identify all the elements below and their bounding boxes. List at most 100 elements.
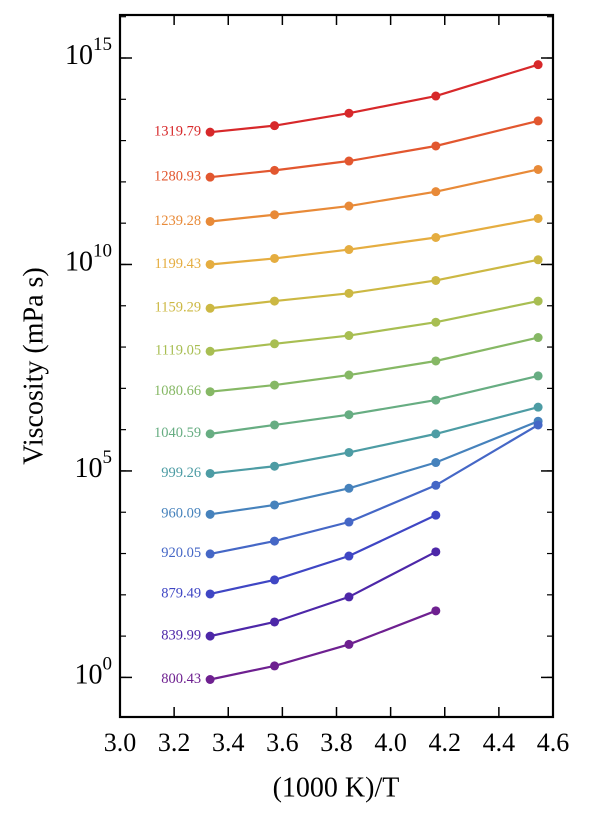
data-point [205, 259, 215, 269]
data-point [270, 253, 280, 263]
data-point [344, 639, 354, 649]
series-line [209, 609, 437, 681]
data-point [270, 165, 280, 175]
data-point [344, 201, 354, 211]
data-point [344, 156, 354, 166]
series-label: 1199.43 [155, 256, 202, 272]
x-tick-label: 4.0 [374, 728, 407, 757]
x-tick-label: 3.8 [320, 728, 353, 757]
data-point [431, 317, 441, 327]
series-line [210, 119, 539, 179]
data-point [205, 303, 215, 313]
series-line [210, 168, 539, 223]
series-line [209, 374, 539, 435]
data-point [344, 331, 354, 341]
data-point [533, 402, 543, 412]
data-point [533, 296, 543, 306]
data-point [431, 547, 441, 557]
data-point [270, 380, 280, 390]
x-tick-label: 4.6 [537, 728, 570, 757]
data-point [431, 510, 441, 520]
data-point [344, 483, 354, 493]
data-point [205, 468, 215, 478]
data-point [431, 606, 441, 616]
data-point [205, 346, 215, 356]
data-point [344, 370, 354, 380]
data-point [270, 575, 280, 585]
data-point [533, 213, 543, 223]
data-point [205, 216, 215, 226]
data-point [431, 141, 441, 151]
data-point [431, 429, 441, 439]
data-point [344, 410, 354, 420]
series-label: 999.26 [161, 465, 201, 481]
series-label: 920.05 [161, 545, 201, 561]
x-axis-label: (1000 K)/T [273, 772, 400, 803]
x-tick-label: 3.6 [266, 728, 299, 757]
data-point [431, 187, 441, 197]
data-point [344, 517, 354, 527]
data-point [205, 509, 215, 519]
data-point [533, 371, 543, 381]
series-line [209, 423, 539, 555]
data-point [344, 245, 354, 255]
x-tick-label: 3.2 [158, 728, 191, 757]
y-tick-label: 100 [75, 654, 113, 691]
data-point [270, 500, 280, 510]
data-point [344, 592, 354, 602]
data-point [205, 127, 215, 137]
data-point [533, 164, 543, 174]
series-line [209, 299, 539, 353]
x-tick-label: 4.4 [483, 728, 516, 757]
y-tick-label: 105 [75, 447, 113, 484]
data-point [270, 536, 280, 546]
series-line [210, 217, 539, 266]
data-point [270, 661, 280, 671]
data-point [205, 589, 215, 599]
series-line [209, 514, 437, 596]
series-line [209, 550, 437, 638]
data-point [533, 60, 543, 70]
data-point [533, 420, 543, 430]
series-label: 1159.29 [155, 300, 202, 316]
data-point [270, 210, 280, 220]
data-point [344, 288, 354, 298]
data-point [270, 296, 280, 306]
series-label: 1239.28 [154, 213, 201, 229]
x-tick-label: 4.2 [429, 728, 462, 757]
data-point [205, 675, 215, 685]
y-tick-label: 1015 [65, 34, 112, 71]
data-point [270, 339, 280, 349]
x-tick-label: 3.0 [104, 728, 137, 757]
data-point [205, 172, 215, 182]
data-point [431, 356, 441, 366]
series-label: 800.43 [161, 671, 201, 687]
series-line [210, 63, 539, 134]
series-label: 1119.05 [155, 343, 201, 359]
data-point [205, 631, 215, 641]
data-point [270, 420, 280, 430]
series-label: 1080.66 [154, 383, 201, 399]
data-point [344, 551, 354, 561]
series-label: 960.09 [161, 506, 201, 522]
data-point [431, 395, 441, 405]
data-point [533, 333, 543, 343]
data-point [344, 447, 354, 457]
plot-frame [118, 13, 555, 719]
y-tick-label: 1010 [65, 241, 112, 278]
data-point [431, 480, 441, 490]
data-point [344, 108, 354, 118]
series-label: 839.99 [161, 627, 201, 643]
x-tick-label: 3.4 [212, 728, 245, 757]
series-line [209, 258, 539, 310]
data-point [270, 617, 280, 627]
data-point [270, 121, 280, 131]
data-point [431, 275, 441, 285]
series-label: 879.49 [161, 585, 201, 601]
series-label: 1040.59 [154, 425, 201, 441]
data-point [205, 387, 215, 397]
data-point [205, 429, 215, 439]
data-point [431, 233, 441, 243]
data-point [205, 549, 215, 559]
